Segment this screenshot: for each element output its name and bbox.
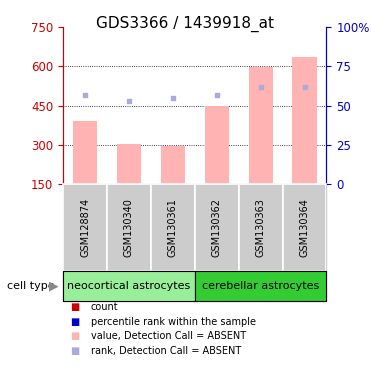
FancyBboxPatch shape (63, 271, 195, 301)
Bar (73, 121, 97, 184)
Text: ■: ■ (70, 331, 80, 341)
Text: ▶: ▶ (49, 280, 59, 293)
FancyBboxPatch shape (195, 184, 239, 271)
Point (258, 84, 264, 90)
Point (126, 98, 132, 104)
Text: GDS3366 / 1439918_at: GDS3366 / 1439918_at (96, 15, 275, 31)
Text: count: count (91, 302, 118, 312)
FancyBboxPatch shape (107, 184, 151, 271)
Text: GSM130362: GSM130362 (212, 198, 222, 257)
Point (302, 84, 308, 90)
Text: ■: ■ (70, 302, 80, 312)
FancyBboxPatch shape (239, 184, 283, 271)
Text: ■: ■ (70, 346, 80, 356)
Text: rank, Detection Call = ABSENT: rank, Detection Call = ABSENT (91, 346, 241, 356)
Bar (249, 67, 273, 184)
Text: GSM130364: GSM130364 (299, 198, 309, 257)
Text: percentile rank within the sample: percentile rank within the sample (91, 317, 256, 327)
Text: cerebellar astrocytes: cerebellar astrocytes (202, 281, 319, 291)
FancyBboxPatch shape (283, 184, 326, 271)
Text: GSM130340: GSM130340 (124, 198, 134, 257)
Text: ■: ■ (70, 317, 80, 327)
Text: GSM128874: GSM128874 (80, 198, 90, 257)
Point (170, 95, 176, 101)
FancyBboxPatch shape (63, 184, 107, 271)
Text: cell type: cell type (7, 281, 55, 291)
FancyBboxPatch shape (195, 271, 326, 301)
Text: value, Detection Call = ABSENT: value, Detection Call = ABSENT (91, 331, 246, 341)
Point (214, 91, 220, 98)
Bar (161, 146, 185, 184)
Text: GSM130363: GSM130363 (256, 198, 266, 257)
Bar (205, 106, 229, 184)
FancyBboxPatch shape (151, 184, 195, 271)
Point (82, 91, 88, 98)
Bar (292, 56, 316, 184)
Text: GSM130361: GSM130361 (168, 198, 178, 257)
Bar (117, 144, 141, 184)
Text: neocortical astrocytes: neocortical astrocytes (67, 281, 191, 291)
